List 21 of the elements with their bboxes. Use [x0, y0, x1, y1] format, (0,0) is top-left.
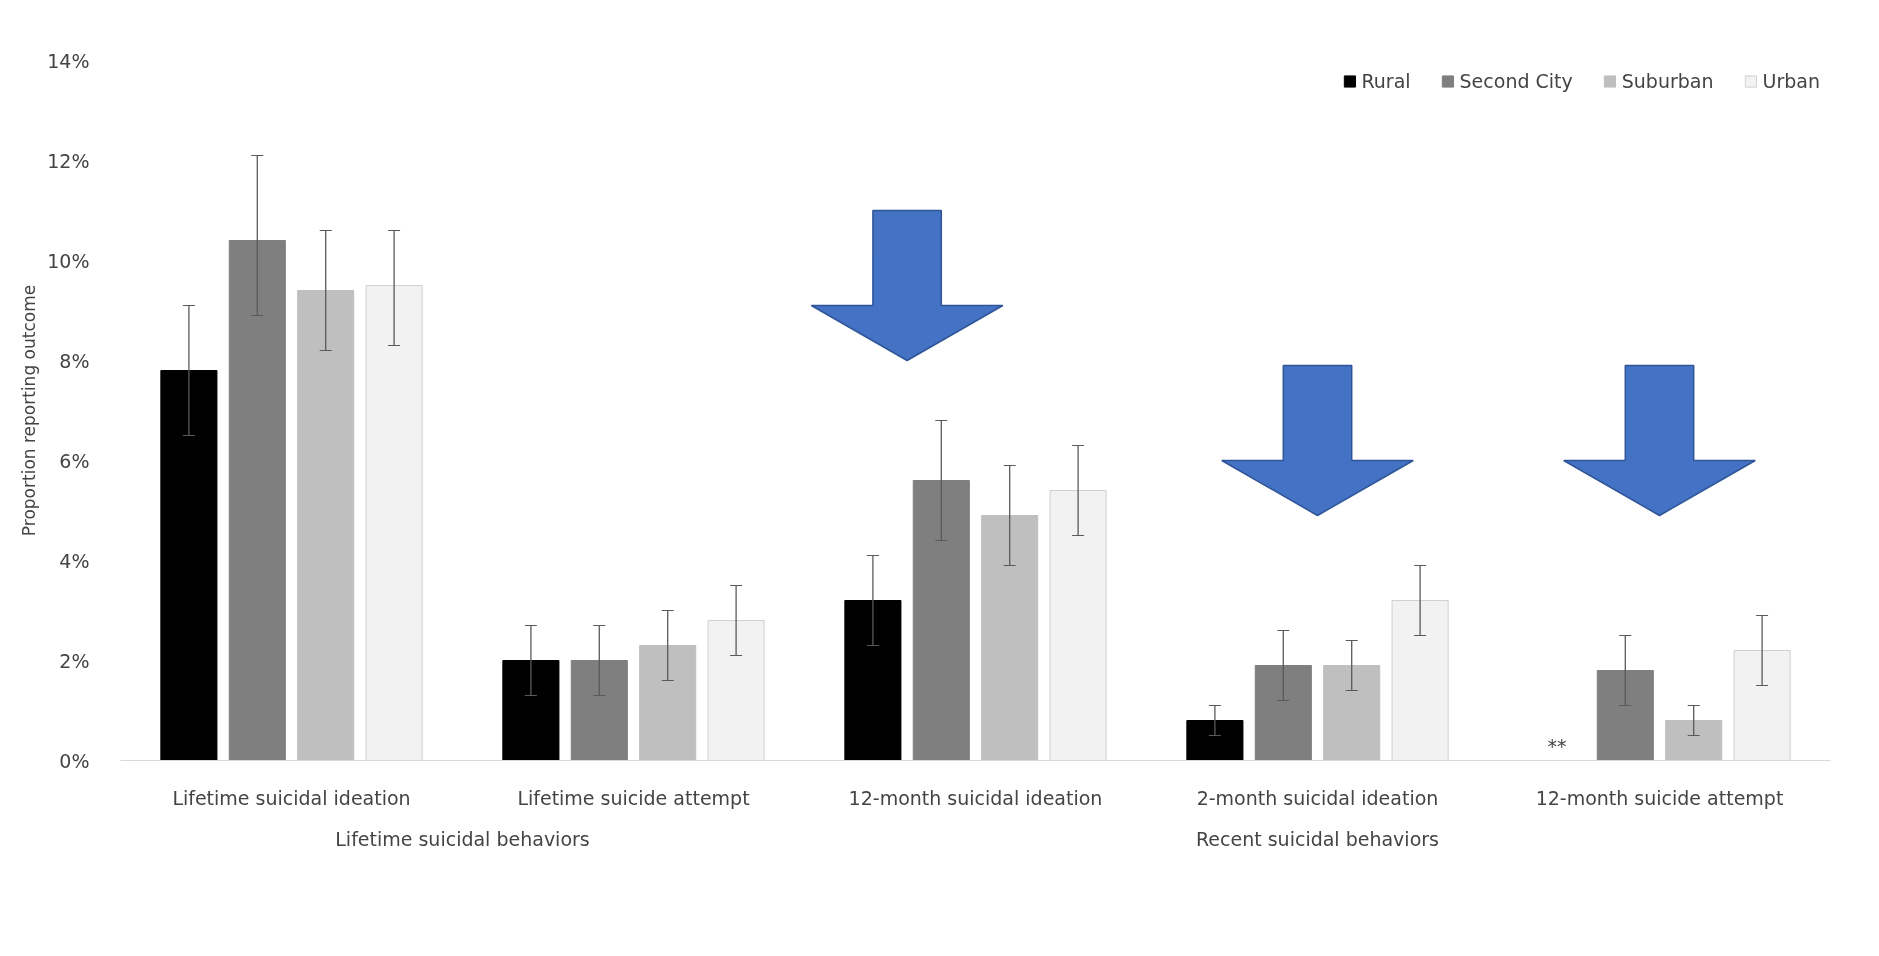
y-tick-label: 0% — [59, 749, 90, 772]
annotation: ** — [1547, 734, 1567, 757]
x-tick-label: Lifetime suicide attempt — [517, 786, 750, 809]
legend-label: Urban — [1762, 70, 1820, 92]
x-tick-label: 2-month suicidal ideation — [1196, 786, 1439, 809]
legend-label: Suburban — [1621, 70, 1714, 92]
text: Lifetime suicidal behaviors — [335, 827, 590, 850]
legend-label: Rural — [1361, 70, 1411, 92]
y-tick-label: 14% — [47, 49, 90, 72]
legend-label: Second City — [1459, 70, 1573, 92]
y-tick-label: 12% — [47, 149, 90, 172]
y-tick-label: 2% — [59, 649, 90, 672]
y-tick-label: 10% — [47, 249, 90, 272]
x-tick-label: 12-month suicidal ideation — [848, 786, 1103, 809]
y-tick-label: 4% — [59, 549, 90, 572]
y-axis-title: Proportion reporting outcome — [19, 284, 40, 537]
x-tick-label: 12-month suicide attempt — [1535, 786, 1784, 809]
y-tick-label: 8% — [59, 349, 90, 372]
y-tick-label: 6% — [59, 449, 90, 472]
x-tick-label: Lifetime suicidal ideation — [172, 786, 411, 809]
text: Recent suicidal behaviors — [1196, 827, 1439, 850]
